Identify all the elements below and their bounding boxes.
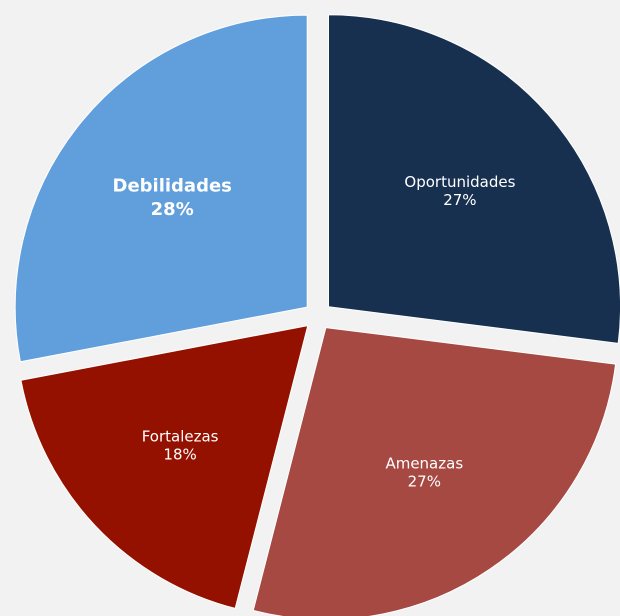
slices-layer [14,14,620,616]
pie-label-amenazas: Amenazas 27% [385,455,463,491]
pie-label-debilidades: Debilidades 28% [113,175,232,219]
pie-label-name: Debilidades [113,175,232,196]
pie-label-fortalezas: Fortalezas 18% [142,428,219,464]
pie-label-oportunidades: Oportunidades 27% [404,173,515,209]
pie-label-name: Amenazas [385,455,463,473]
labels-layer: Oportunidades 27%Amenazas 27%Fortalezas 18%… [113,173,516,491]
pie-slice-oportunidades [328,14,620,344]
pie-label-value: 27% [443,191,476,209]
pie-label-value: 18% [163,446,196,464]
pie-label-name: Fortalezas [142,428,219,446]
pie-label-name: Oportunidades [404,173,515,191]
pie-label-value: 28% [151,199,194,220]
pie-slice-fortalezas [20,324,309,610]
pie-slice-amenazas [252,327,617,616]
pie-slice-debilidades [14,14,308,363]
pie-label-value: 27% [408,473,441,491]
